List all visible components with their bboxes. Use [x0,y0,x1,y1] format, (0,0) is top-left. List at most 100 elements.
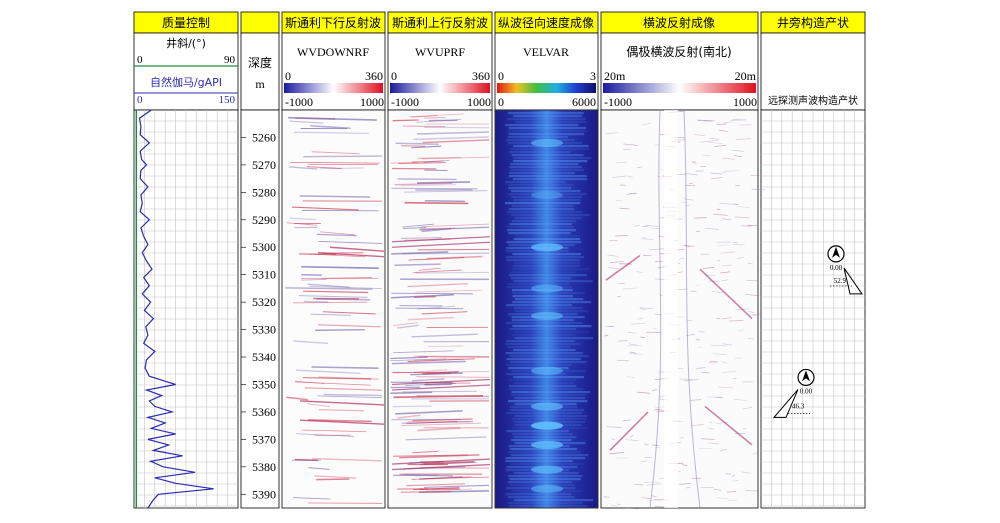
reflection-event [407,316,454,321]
depth-tick-labels: 5260 5270 5280 5290 5300 5310 5320 5330 5340 5350… [241,130,276,501]
reflection-event [424,382,471,385]
reflection-event [421,311,468,315]
reflection-event [322,311,376,315]
shear-texture [742,427,747,430]
depth-tick-label: 5370 [252,432,276,446]
shear-amp-max: 1000 [733,95,757,109]
shear-texture [716,497,729,499]
vel-band [505,493,572,496]
shear-texture [721,279,729,282]
shear-texture [745,294,760,297]
shear-texture [733,241,738,244]
shear-texture [719,202,733,205]
strong-reflection [317,252,385,258]
vel-band [508,127,586,130]
dip-triangle [772,389,799,418]
reflection-event [394,182,453,186]
shear-texture [687,319,693,322]
shear-texture [609,261,624,263]
shear-texture [737,257,745,259]
reflection-event [404,201,469,205]
reflection-event [295,381,371,386]
shear-texture [734,216,749,219]
vel-amp-max: 6000 [572,95,596,109]
shear-texture [682,464,688,466]
shear-texture [714,144,727,147]
shear-texture [710,344,726,347]
shear-texture [704,227,719,230]
vel-band [507,400,588,403]
reflection-event [390,356,428,360]
shear-texture [626,376,635,378]
vel-band [509,361,587,364]
shear-texture [720,271,731,274]
vel-band [508,274,587,277]
vel-band [506,322,583,325]
shear-texture [611,504,619,507]
reflection-event [411,145,442,149]
shear-texture [692,161,697,164]
reflection-event [317,324,381,328]
shear-texture [718,386,734,389]
up-amp-min: -1000 [391,95,419,109]
reflection-event [390,391,433,394]
vel-bright-spot [531,402,563,411]
vel-band [514,499,594,502]
reflection-event [421,227,452,233]
depth-tick-label: 5300 [252,240,276,254]
reflection-event [413,136,489,141]
shear-texture [604,335,609,337]
down-track-body [281,109,386,509]
shear-texture [679,436,684,439]
north-arrow-icon [832,246,840,258]
reflection-event [310,253,366,258]
vel-band [512,265,580,268]
vel-bright-spot [531,243,563,252]
shear-texture [708,141,723,144]
reflection-event [301,265,379,269]
depth-label: 深度 [248,55,272,70]
shear-texture [630,434,634,437]
shear-texture [650,227,660,230]
vel-band [511,154,584,157]
vel-band [513,115,582,118]
vel-band [508,388,584,391]
reflection-event [308,467,330,470]
vel-velocity-image [495,110,598,508]
depth-header-cell [240,11,280,34]
reflection-event [307,419,372,423]
reflection-event [286,396,309,401]
shear-texture [636,166,643,168]
shear-texture [655,408,665,411]
vel-band [511,289,573,292]
shear-texture [712,353,727,356]
shear-texture [644,443,649,446]
down-scale-max: 360 [365,69,383,83]
strong-reflection [391,241,491,248]
vel-band [509,166,582,169]
shear-texture [712,291,723,294]
reflection-event [405,382,456,386]
down-scale-min: 0 [285,69,291,83]
down-curve-name: WVDOWNRF [297,45,369,59]
shear-texture [642,237,647,239]
vel-band [509,463,585,466]
vel-band [509,223,572,226]
reflection-event [301,279,327,281]
shear-track-body [600,109,759,509]
reflection-event [396,324,419,329]
shear-texture [747,262,753,265]
vel-band [507,118,586,121]
reflection-event [392,119,419,122]
shear-texture [709,137,720,140]
shear-texture [652,444,659,447]
vel-bright-spot [531,311,563,320]
vel-band [510,454,589,457]
vel-band [506,412,583,415]
shear-texture [716,208,721,211]
reflection-event [318,409,365,412]
shear-texture [711,177,723,180]
reflection-event [393,350,454,354]
shear-texture [748,311,755,313]
